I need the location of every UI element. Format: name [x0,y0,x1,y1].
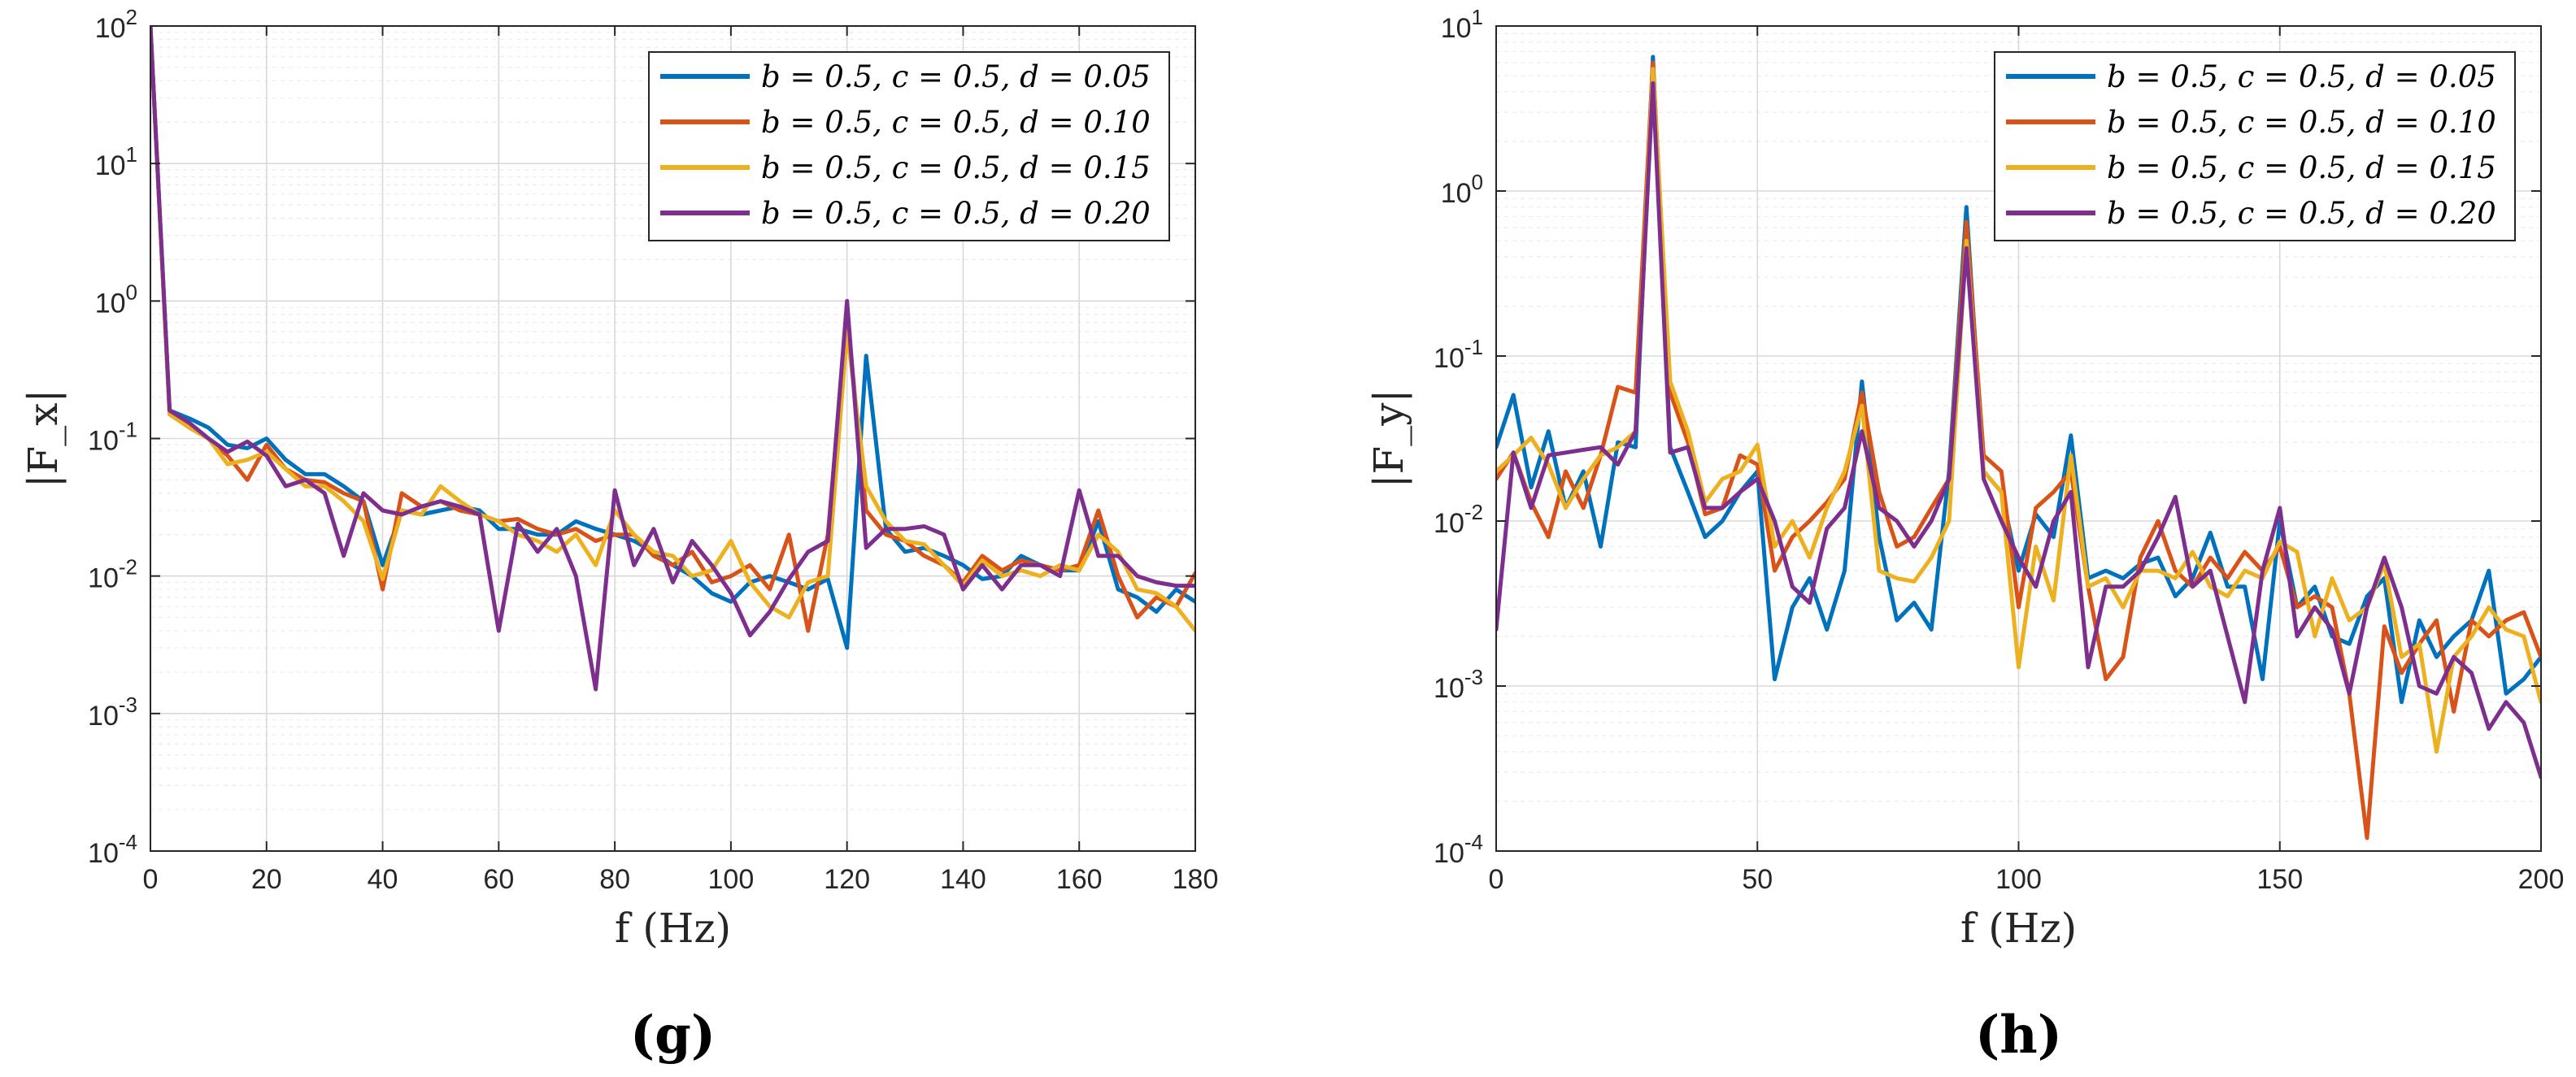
x-axis-label: f (Hz) [615,905,731,952]
legend-entry-label: b = 0.5, c = 0.5, d = 0.10 [2107,105,2496,140]
panel-label: (g) [630,1005,716,1066]
x-axis-label: f (Hz) [1960,905,2077,952]
legend: b = 0.5, c = 0.5, d = 0.05 b = 0.5, c = 0… [648,51,1170,241]
legend-entry-label: b = 0.5, c = 0.5, d = 0.05 [761,59,1151,94]
x-tick-label: 50 [1742,864,1773,895]
series-line-d0.10 [150,26,1195,633]
x-tick-label: 200 [2518,864,2565,895]
y-tick-label: 10-1 [88,418,137,457]
legend-entry-label: b = 0.5, c = 0.5, d = 0.05 [2107,59,2496,94]
legend: b = 0.5, c = 0.5, d = 0.05 b = 0.5, c = 0… [1994,51,2516,241]
series-line-d0.20 [150,26,1195,692]
x-tick-label: 100 [1995,864,2042,895]
y-tick-label: 10-3 [88,693,137,732]
x-tick-label: 100 [708,864,755,895]
y-tick-label: 10-3 [1434,665,1483,704]
y-tick-label: 101 [1441,5,1483,44]
y-tick-label: 10-4 [1434,830,1483,869]
legend-entry-label: b = 0.5, c = 0.5, d = 0.10 [761,105,1151,140]
x-tick-label: 180 [1173,864,1219,895]
x-tick-label: 0 [143,864,159,895]
y-axis-label: |F_x| [20,389,67,489]
x-tick-label: 40 [368,864,398,895]
y-tick-label: 10-1 [1434,335,1483,374]
x-tick-label: 60 [483,864,514,895]
legend-entry-label: b = 0.5, c = 0.5, d = 0.20 [761,196,1151,231]
x-tick-label: 80 [599,864,630,895]
y-tick-label: 100 [95,280,137,319]
panel-label: (h) [1975,1005,2062,1066]
legend-entry-label: b = 0.5, c = 0.5, d = 0.15 [761,150,1151,185]
y-tick-label: 10-4 [88,830,137,869]
x-tick-label: 20 [251,864,282,895]
x-tick-label: 120 [824,864,870,895]
x-tick-label: 0 [1489,864,1504,895]
y-axis-label: |F_y| [1365,389,1412,489]
series-line-d0.20 [1496,80,2541,780]
y-tick-label: 102 [95,5,137,44]
panel-h: 0 50 100 150 200 10-4 10-3 10-2 10-1 100 101 f (Hz)… [1365,5,2564,1066]
y-tick-label: 10-2 [1434,500,1483,539]
legend-entry-label: b = 0.5, c = 0.5, d = 0.20 [2107,196,2496,231]
y-tick-label: 100 [1441,170,1483,209]
x-tick-label: 160 [1056,864,1103,895]
series-group [1496,54,2541,840]
series-line-d0.10 [1496,60,2541,840]
panel-g: 0 20 40 60 80 100 120 140 160 180 10-4 10-3 10-2 10-1… [20,5,1218,1066]
series-line-d0.15 [150,26,1195,633]
y-tick-label: 10-2 [88,555,137,594]
legend-box [648,51,1170,241]
series-group [150,26,1195,692]
x-tick-label: 150 [2256,864,2303,895]
legend-box [1994,51,2516,241]
legend-entry-label: b = 0.5, c = 0.5, d = 0.15 [2107,150,2496,185]
y-tick-label: 101 [95,142,137,181]
x-tick-label: 140 [940,864,986,895]
